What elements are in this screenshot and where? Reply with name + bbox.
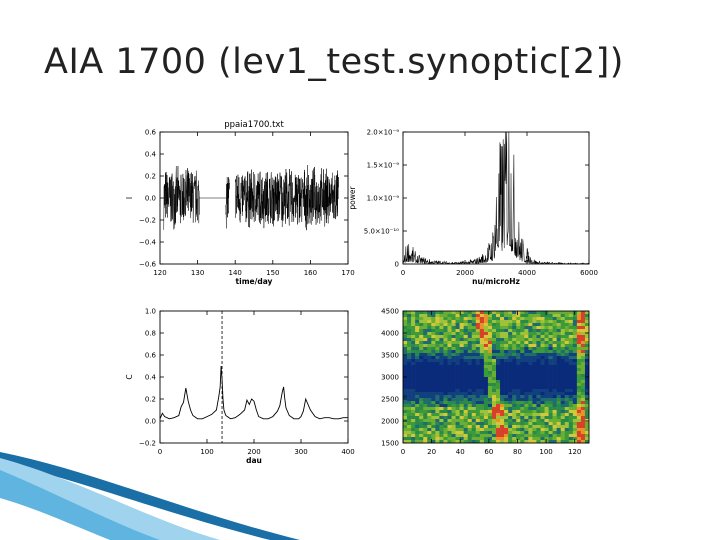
slide-title: AIA 1700 (lev1_test.synoptic[2]) xyxy=(44,42,624,82)
y-tick-label: 0.2 xyxy=(145,396,156,404)
x-tick-label: 170 xyxy=(341,269,354,277)
y-tick-label: 3000 xyxy=(381,374,399,382)
y-axis-label: power xyxy=(348,185,357,209)
panel-power-spectrum: 0 2000 4000 6000 0 5.0×10⁻¹⁰ 1.0×10⁻⁹ 1.5×10⁻⁹ 2… xyxy=(348,129,598,287)
x-tick-label: 100 xyxy=(539,448,552,456)
y-axis-label: I xyxy=(125,197,134,199)
heatmap-cells xyxy=(403,311,590,444)
x-tick-label: 160 xyxy=(304,269,317,277)
x-tick-label: 130 xyxy=(191,269,204,277)
plot-frame xyxy=(159,310,349,444)
x-tick-label: 6000 xyxy=(580,269,598,277)
x-tick-label: 2000 xyxy=(456,269,474,277)
chart-title: ppaia1700.txt xyxy=(224,120,284,130)
x-tick-label: 120 xyxy=(568,448,581,456)
y-tick-label: 5.0×10⁻¹⁰ xyxy=(364,228,399,236)
y-tick-label: 3500 xyxy=(381,352,399,360)
x-tick-label: 400 xyxy=(341,448,354,456)
panel-heatmap: 0 20 40 60 80 100 120 1500 2000 2500 3000 3500 4000 4… xyxy=(381,308,590,456)
x-tick-label: 150 xyxy=(266,269,279,277)
x-tick-label: 100 xyxy=(200,448,213,456)
y-tick-label: −0.4 xyxy=(139,239,157,247)
panel-autocorrelation: 0 100 200 300 400 −0.2 0.0 0.2 0.4 0.6 0.8 1.0 dau C xyxy=(125,308,355,466)
x-axis-label: nu/microHz xyxy=(472,277,520,286)
y-tick-label: −0.2 xyxy=(139,217,156,225)
x-tick-label: 200 xyxy=(247,448,260,456)
x-tick-label: 0 xyxy=(401,448,405,456)
y-axis-label: C xyxy=(125,374,134,379)
x-tick-label: 40 xyxy=(456,448,465,456)
swoosh-dark xyxy=(0,452,300,540)
y-tick-label: 0.0 xyxy=(145,195,156,203)
panel-timeseries: 120 130 140 150 160 170 −0.6 −0.4 −0.2 0.0 0.2 0.4 0… xyxy=(125,120,355,286)
x-tick-label: 0 xyxy=(158,448,162,456)
y-tick-label: 0.4 xyxy=(145,151,157,159)
y-tick-label: 1.5×10⁻⁹ xyxy=(367,162,400,170)
series-segment-3 xyxy=(234,165,339,231)
y-tick-label: 2000 xyxy=(381,418,399,426)
y-tick-label: 2500 xyxy=(381,396,399,404)
y-tick-label: 0.8 xyxy=(145,330,156,338)
x-axis-label: time/day xyxy=(236,277,273,286)
swoosh-mid xyxy=(0,470,160,540)
swoosh-light xyxy=(0,458,220,540)
y-tick-label: 2.0×10⁻⁹ xyxy=(367,129,400,137)
power-series xyxy=(402,131,590,265)
y-tick-label: −0.2 xyxy=(139,440,156,448)
decorative-swoosh xyxy=(0,452,300,540)
plot-frame xyxy=(402,131,590,265)
x-tick-label: 120 xyxy=(153,269,166,277)
x-tick-label: 20 xyxy=(427,448,436,456)
x-tick-label: 0 xyxy=(401,269,405,277)
y-tick-label: 4000 xyxy=(381,330,399,338)
y-tick-label: 4500 xyxy=(381,308,399,316)
y-tick-label: 0.6 xyxy=(145,129,157,137)
autocorr-series xyxy=(159,365,348,420)
y-tick-label: 0.0 xyxy=(145,418,156,426)
x-tick-label: 80 xyxy=(513,448,522,456)
y-tick-label: 0 xyxy=(395,261,399,269)
series-segment-2 xyxy=(225,177,230,229)
y-tick-label: 1.0×10⁻⁹ xyxy=(367,195,400,203)
x-tick-label: 60 xyxy=(484,448,493,456)
x-tick-label: 4000 xyxy=(518,269,536,277)
x-axis-label: dau xyxy=(246,456,262,465)
series-segment-0 xyxy=(163,166,200,230)
y-tick-label: 1500 xyxy=(381,440,399,448)
y-tick-label: 0.6 xyxy=(145,352,157,360)
y-tick-label: 1.0 xyxy=(145,308,156,316)
y-tick-label: 0.4 xyxy=(145,374,157,382)
y-tick-label: −0.6 xyxy=(139,261,157,269)
y-tick-label: 0.2 xyxy=(145,173,156,181)
x-tick-label: 300 xyxy=(294,448,307,456)
x-tick-label: 140 xyxy=(229,269,242,277)
chart-figure: 120 130 140 150 160 170−0.6−0.4−0.20.00.20.40… xyxy=(125,120,598,466)
